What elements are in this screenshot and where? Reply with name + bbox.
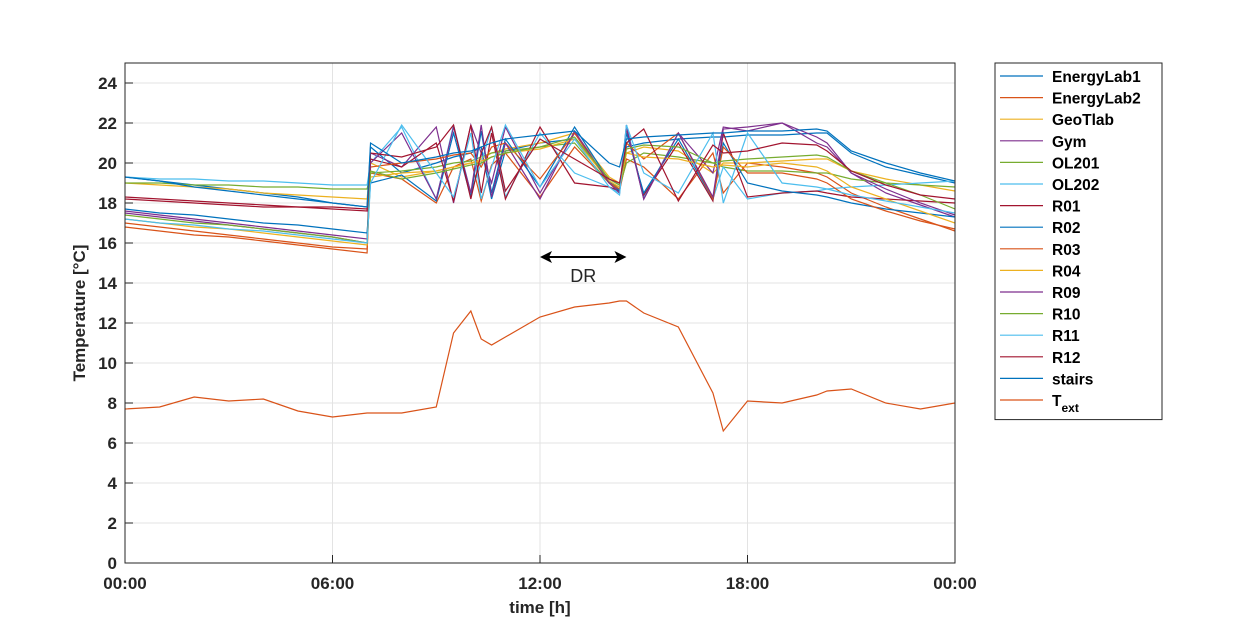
- legend-label: Gym: [1052, 134, 1086, 151]
- x-tick-label: 00:00: [933, 574, 976, 593]
- arrow-head: [614, 251, 627, 263]
- legend-label: OL201: [1052, 155, 1100, 172]
- y-tick-label: 22: [98, 114, 117, 133]
- series-line: [125, 123, 955, 244]
- legend-label: EnergyLab1: [1052, 69, 1141, 86]
- y-tick-label: 0: [108, 554, 117, 573]
- series-line: [125, 122, 955, 240]
- y-tick-label: 16: [98, 234, 117, 253]
- y-tick-label: 2: [108, 514, 117, 533]
- series-line: [125, 124, 955, 210]
- legend-label: R11: [1052, 328, 1080, 345]
- legend-label: R02: [1052, 220, 1080, 237]
- axes-box: [124, 62, 956, 564]
- legend-label: R04: [1052, 263, 1081, 280]
- series-line: [125, 138, 955, 246]
- y-tick-label: 8: [108, 394, 117, 413]
- series-line: [125, 128, 955, 208]
- x-tick-label: 12:00: [518, 574, 561, 593]
- series-line: [125, 123, 955, 212]
- legend-label: R01: [1052, 199, 1081, 216]
- legend-label: GeoTlab: [1052, 112, 1114, 129]
- legend-label: EnergyLab2: [1052, 91, 1141, 108]
- legend-label: R09: [1052, 285, 1081, 302]
- legend-label: R12: [1052, 350, 1080, 367]
- y-tick-label: 6: [108, 434, 117, 453]
- legend-label: R03: [1052, 242, 1081, 259]
- y-tick-label: 20: [98, 154, 117, 173]
- annotation-text: DR: [570, 266, 596, 286]
- plot-lines: [125, 122, 955, 433]
- legend-label: Text: [1052, 393, 1079, 415]
- series-line: [125, 132, 955, 200]
- arrow-head: [540, 251, 552, 263]
- y-tick-label: 24: [98, 74, 117, 93]
- series-line: [125, 136, 955, 244]
- series-line: [125, 146, 955, 250]
- x-tick-label: 18:00: [726, 574, 769, 593]
- x-tick-label: 06:00: [311, 574, 354, 593]
- x-tick-label: 00:00: [103, 574, 146, 593]
- y-tick-label: 10: [98, 354, 117, 373]
- x-axis-label: time [h]: [509, 598, 570, 617]
- legend-box: [994, 62, 1163, 421]
- y-tick-label: 4: [108, 474, 118, 493]
- legend-label: stairs: [1052, 371, 1093, 388]
- legend-label: OL202: [1052, 177, 1099, 194]
- y-tick-label: 12: [98, 314, 117, 333]
- legend-label: R10: [1052, 307, 1080, 324]
- series-line: [125, 131, 955, 254]
- y-tick-label: 14: [98, 274, 117, 293]
- series-line: [125, 300, 955, 433]
- y-tick-label: 18: [98, 194, 117, 213]
- y-axis-label: Temperature [°C]: [70, 245, 89, 382]
